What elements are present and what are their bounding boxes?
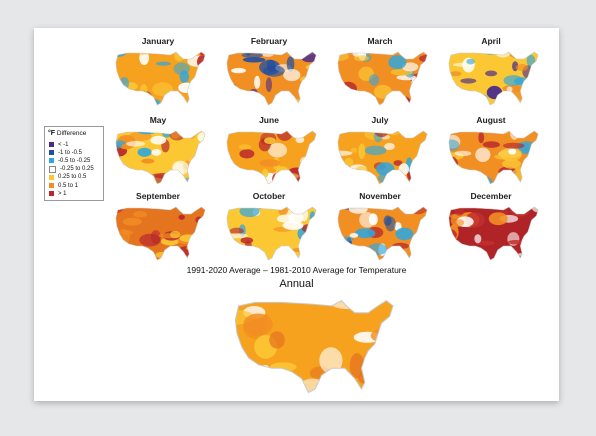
legend-item: -0.5 to -0.25: [49, 157, 90, 164]
legend-label: -0.5 to -0.25: [58, 157, 91, 164]
month-title-may: May: [149, 115, 167, 125]
month-title-april: April: [481, 36, 501, 46]
legend-swatch: [49, 165, 56, 173]
legend-label: > 1: [58, 190, 67, 197]
map-november: [336, 202, 430, 262]
legend-item: 0.25 to 0.5: [49, 174, 86, 181]
legend: °F Difference < -1 -1 to -0.5 -0.5 to -0.2…: [44, 126, 104, 201]
month-title-march: March: [367, 36, 393, 46]
legend-label: -1 to -0.5: [58, 149, 83, 156]
map-sheet: °F Difference < -1 -1 to -0.5 -0.5 to -0.2…: [34, 28, 559, 401]
legend-swatch: [49, 174, 54, 180]
month-title-february: February: [250, 36, 288, 46]
legend-item: -0.25 to 0.25: [49, 165, 94, 173]
month-title-december: December: [470, 191, 512, 201]
annual-title: Annual: [279, 278, 314, 290]
legend-label: < -1: [58, 141, 69, 148]
legend-label: 0.5 to 1: [58, 182, 79, 189]
map-january: [114, 47, 208, 107]
map-march: [336, 47, 430, 107]
map-december: [447, 202, 541, 262]
legend-label: -0.25 to 0.25: [60, 166, 94, 173]
map-february: [225, 47, 319, 107]
month-title-august: August: [476, 115, 506, 125]
legend-title: °F Difference: [48, 130, 86, 137]
month-title-january: January: [141, 36, 175, 46]
map-july: [336, 126, 430, 186]
legend-item: -1 to -0.5: [49, 149, 82, 156]
legend-label: 0.25 to 0.5: [58, 174, 87, 181]
month-title-september: September: [136, 191, 180, 201]
legend-item: > 1: [49, 190, 67, 197]
legend-item: 0.5 to 1: [49, 182, 78, 189]
legend-swatch: [49, 191, 54, 197]
map-may: [114, 126, 208, 186]
map-august: [447, 126, 541, 186]
map-june: [225, 126, 319, 186]
legend-swatch: [49, 158, 54, 164]
month-title-november: November: [359, 191, 401, 201]
legend-item: < -1: [49, 141, 69, 148]
legend-swatch: [49, 142, 54, 147]
caption: 1991-2020 Average – 1981-2010 Average fo…: [186, 265, 407, 275]
legend-unit: °F: [48, 130, 56, 137]
map-october: [225, 202, 319, 262]
month-title-july: July: [371, 115, 389, 125]
month-title-june: June: [259, 115, 279, 125]
legend-swatch: [49, 150, 54, 156]
map-april: [447, 47, 541, 107]
legend-swatch: [49, 183, 54, 188]
map-september: [114, 202, 208, 262]
map-annual: [232, 292, 398, 396]
month-title-october: October: [252, 191, 286, 201]
legend-title-text: Difference: [56, 130, 87, 137]
